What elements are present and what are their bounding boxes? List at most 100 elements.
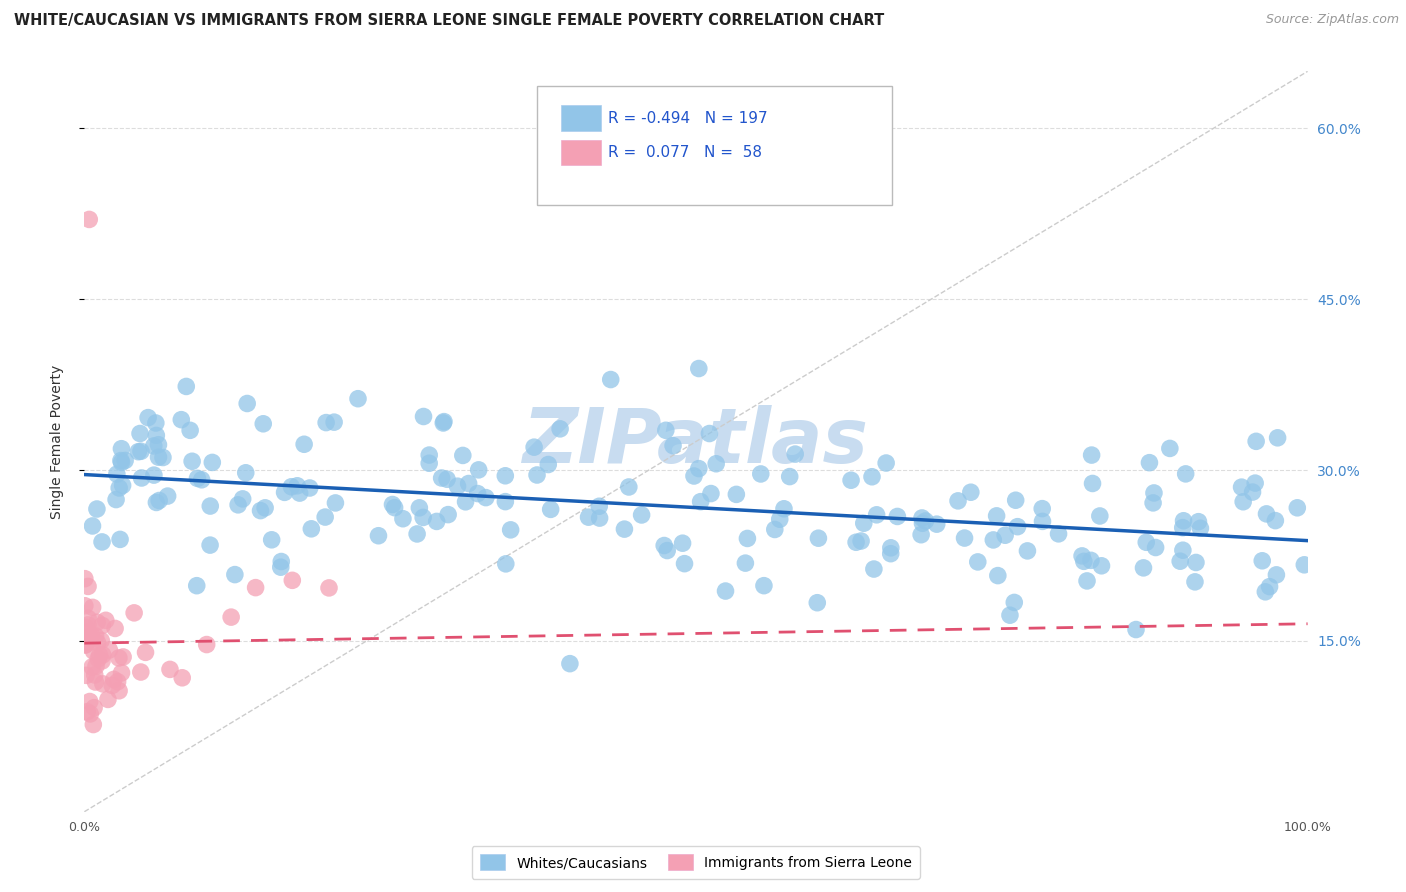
Point — [232, 491, 254, 506]
Point — [122, 606, 145, 620]
Point — [412, 409, 434, 424]
Point — [252, 417, 274, 431]
Point — [578, 510, 600, 524]
Point — [76, 635, 98, 649]
Point — [880, 547, 903, 561]
Point — [98, 643, 121, 657]
Point — [82, 519, 104, 533]
Text: R =  0.077   N =  58: R = 0.077 N = 58 — [607, 145, 762, 161]
Point — [655, 423, 678, 437]
Point — [617, 480, 640, 494]
Point — [367, 529, 389, 543]
Point — [110, 453, 132, 467]
Point — [1076, 574, 1098, 588]
Text: R = -0.494   N = 197: R = -0.494 N = 197 — [607, 111, 768, 126]
Point — [1241, 485, 1264, 500]
Point — [318, 581, 340, 595]
Point — [73, 638, 96, 652]
Point — [172, 671, 194, 685]
Point — [145, 416, 167, 430]
Point — [1017, 544, 1039, 558]
Point — [174, 379, 197, 393]
Point — [198, 538, 221, 552]
Point — [270, 560, 292, 574]
Point — [1139, 456, 1161, 470]
Point — [148, 438, 170, 452]
Point — [523, 440, 546, 454]
Point — [752, 579, 775, 593]
Point — [432, 416, 454, 430]
Point — [657, 543, 679, 558]
Point — [467, 463, 489, 477]
Point — [142, 439, 165, 453]
Point — [1244, 476, 1267, 491]
Point — [73, 599, 96, 613]
Point — [588, 500, 610, 514]
Point — [1187, 515, 1209, 529]
Point — [101, 678, 124, 692]
Point — [446, 479, 468, 493]
Point — [90, 633, 112, 648]
Point — [1174, 467, 1197, 481]
Point — [384, 500, 406, 515]
Point — [110, 455, 132, 469]
Point — [418, 456, 440, 470]
Point — [1232, 495, 1254, 509]
Point — [839, 473, 862, 487]
Point — [673, 557, 696, 571]
Point — [190, 473, 212, 487]
Point — [1002, 595, 1025, 609]
Point — [737, 532, 759, 546]
Point — [75, 668, 97, 682]
Point — [281, 574, 304, 588]
Point — [662, 439, 685, 453]
Point — [127, 444, 149, 458]
Point — [77, 579, 100, 593]
Point — [1171, 521, 1194, 535]
Point — [135, 645, 157, 659]
Point — [299, 522, 322, 536]
Point — [323, 415, 346, 429]
Point — [806, 596, 828, 610]
Point — [865, 508, 887, 522]
Point — [1254, 584, 1277, 599]
Point — [77, 632, 100, 646]
Point — [103, 673, 125, 687]
Point — [195, 638, 218, 652]
Point — [186, 579, 208, 593]
Point — [911, 516, 934, 531]
Point — [494, 494, 516, 508]
Point — [84, 659, 107, 673]
FancyBboxPatch shape — [561, 105, 600, 130]
Point — [288, 486, 311, 500]
Point — [406, 527, 429, 541]
Point — [986, 508, 1008, 523]
Point — [82, 717, 104, 731]
FancyBboxPatch shape — [561, 140, 600, 165]
Point — [1144, 541, 1167, 555]
Point — [325, 496, 347, 510]
Point — [1244, 434, 1267, 449]
Point — [688, 361, 710, 376]
Point — [108, 683, 131, 698]
Point — [84, 675, 107, 690]
Point — [773, 501, 796, 516]
Point — [779, 469, 801, 483]
Point — [1189, 521, 1212, 535]
Point — [613, 522, 636, 536]
Point — [499, 523, 522, 537]
Point — [1031, 501, 1053, 516]
Point — [91, 535, 114, 549]
Point — [1143, 486, 1166, 500]
Point — [1294, 558, 1316, 572]
Point — [108, 651, 131, 665]
Point — [347, 392, 370, 406]
Point — [860, 469, 883, 483]
Point — [1251, 554, 1274, 568]
FancyBboxPatch shape — [537, 87, 891, 204]
Point — [145, 495, 167, 509]
Point — [959, 485, 981, 500]
Point — [129, 426, 152, 441]
Point — [537, 458, 560, 472]
Point — [845, 535, 868, 549]
